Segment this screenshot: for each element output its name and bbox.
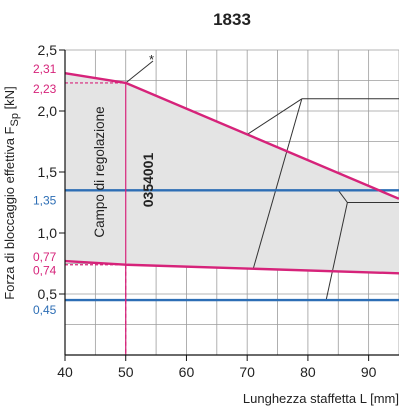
x-tick-label: 70: [239, 364, 255, 380]
y-tick-label: 1,0: [38, 225, 58, 241]
axes: [59, 49, 399, 361]
pink-value-label: 2,23: [33, 82, 57, 96]
x-tick-label: 40: [57, 364, 73, 380]
x-tick-label: 60: [179, 364, 195, 380]
blue-value-label: 1,35: [33, 193, 57, 207]
pink-reference-lines: [65, 82, 127, 355]
y-tick-label: 0,5: [38, 286, 58, 302]
asterisk-leader: [125, 60, 154, 84]
pink-value-label: 0,74: [33, 264, 57, 278]
x-tick-labels: 40 50 60 70 80 90: [57, 364, 376, 380]
blue-value-label: 0,45: [33, 303, 57, 317]
callout-line: [252, 98, 303, 269]
blue-value-labels: 1,35 0,45: [33, 193, 57, 317]
callout-line: [246, 98, 303, 135]
x-axis-label: Lunghezza staffetta L [mm]: [243, 391, 399, 406]
y-tick-labels: 0,5 1,0 1,5 2,0 2,5: [38, 42, 58, 302]
callout-lines: [125, 60, 399, 301]
x-tick-label: 80: [300, 364, 316, 380]
callout-line: [325, 202, 348, 301]
adjustment-range-label: Campo di regolazione: [92, 106, 107, 237]
callout-line: [337, 190, 348, 203]
y-axis-label-subscript: Sp: [9, 113, 21, 126]
adjustment-range-area: [65, 73, 399, 274]
x-tick-label: 50: [118, 364, 134, 380]
x-tick-label: 90: [361, 364, 377, 380]
pink-value-label: 0,77: [33, 250, 57, 264]
part-number-label: 0354001: [140, 153, 156, 208]
blue-reference-lines: [65, 189, 399, 302]
y-tick-label: 2,5: [38, 42, 58, 58]
asterisk-note: *: [149, 52, 154, 67]
y-axis-label-main: Forza di bloccaggio effettiva F: [2, 126, 17, 299]
y-tick-label: 1,5: [38, 164, 58, 180]
y-tick-label: 2,0: [38, 103, 58, 119]
y-axis-label-unit: [kN]: [2, 86, 17, 113]
pink-value-labels: 2,31 2,23 0,770,74: [33, 62, 57, 278]
chart-title: 1833: [213, 10, 251, 29]
y-axis-label: Forza di bloccaggio effettiva FSp [kN]: [2, 86, 21, 299]
pink-value-label: 2,31: [33, 62, 57, 76]
